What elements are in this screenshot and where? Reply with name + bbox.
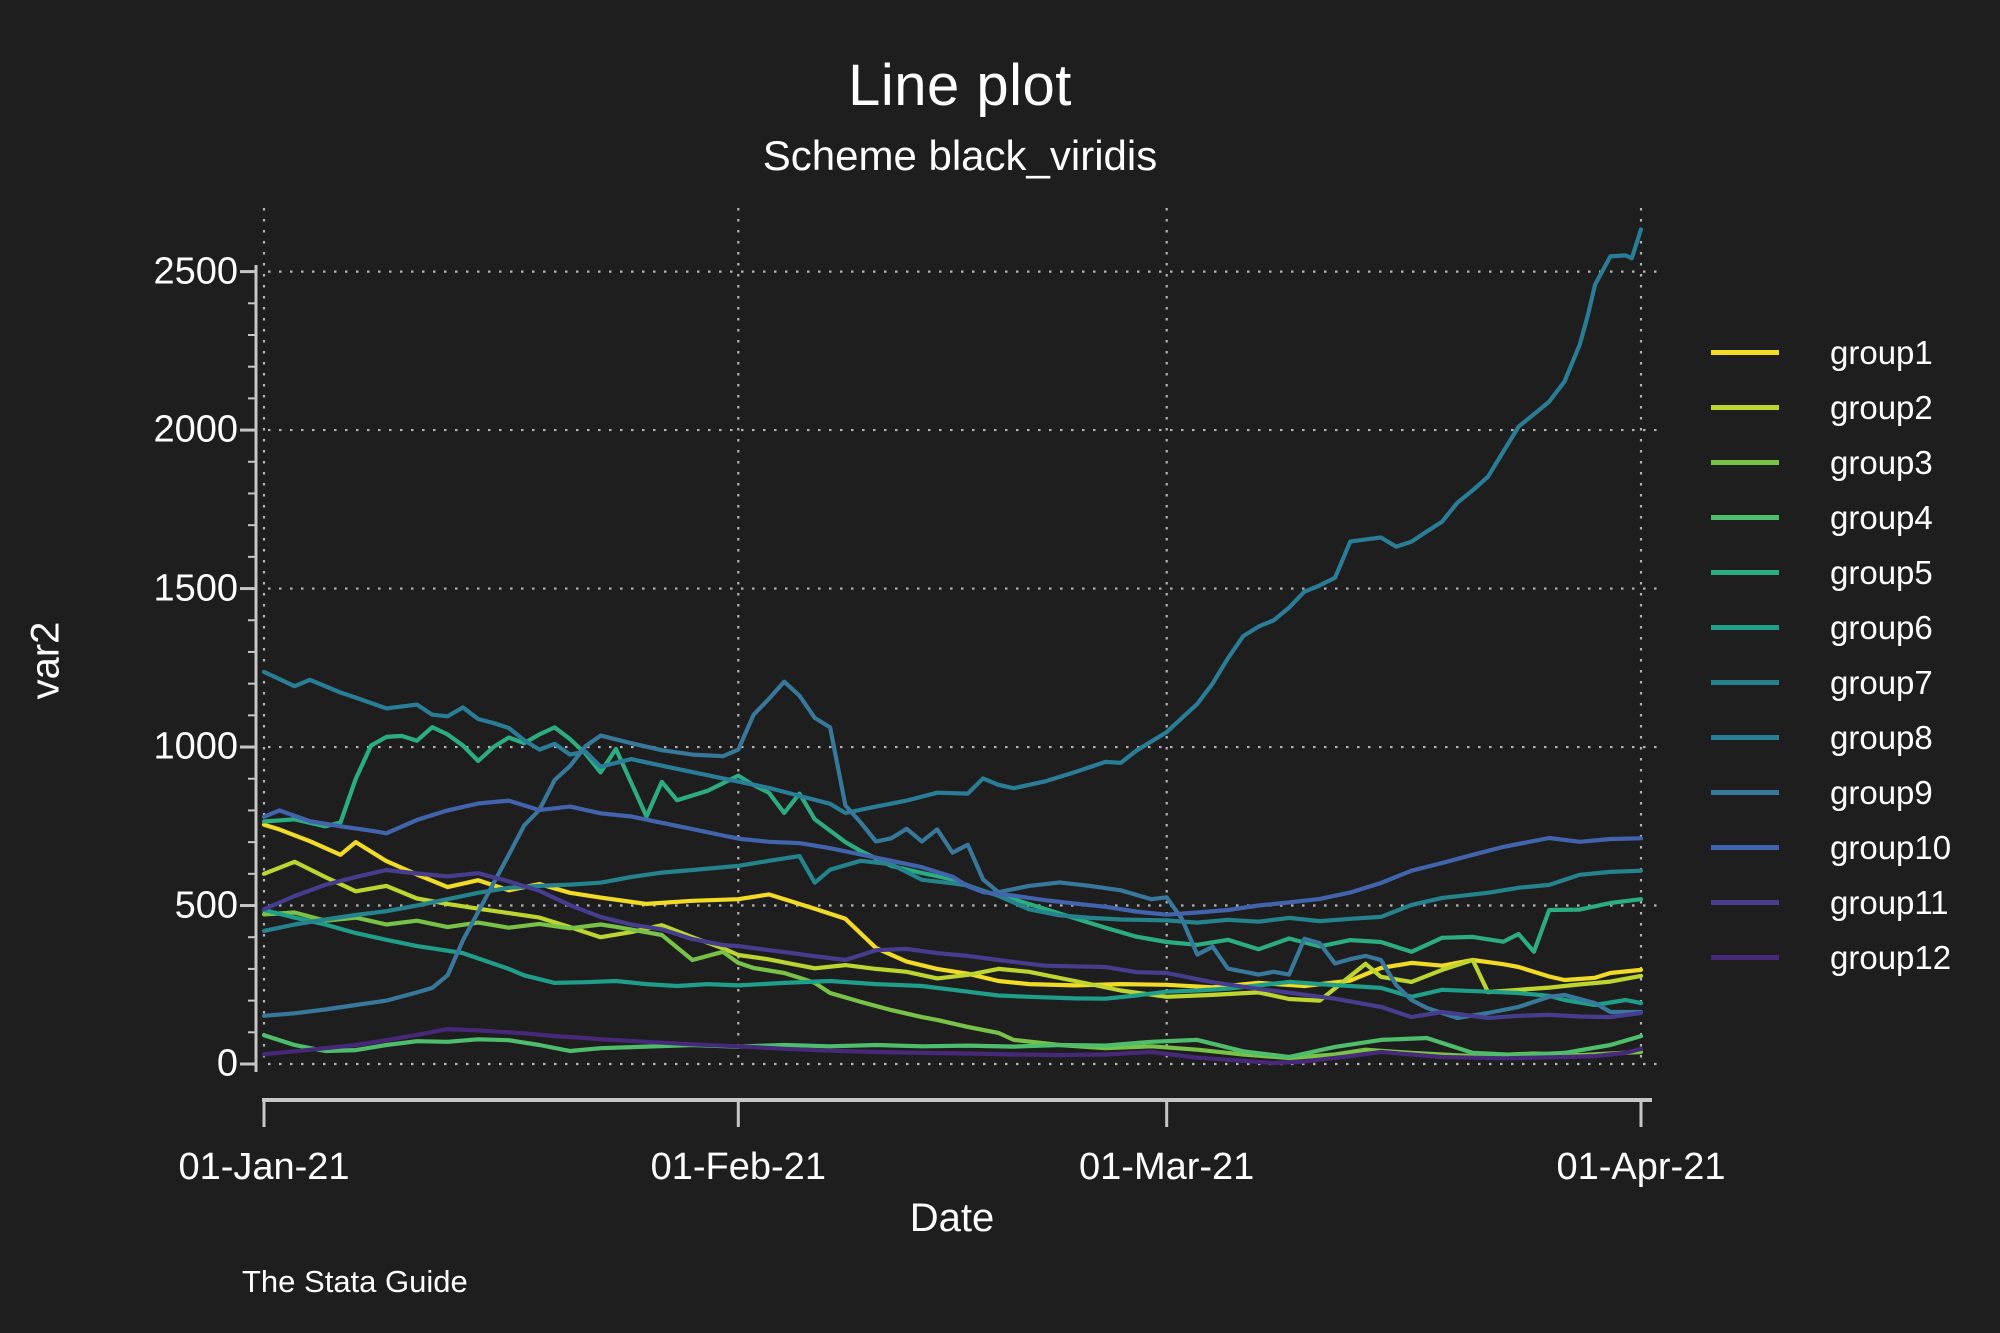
legend-row: group12 <box>1711 930 1991 985</box>
legend-label: group2 <box>1830 388 1933 426</box>
series-line-group3 <box>261 910 1644 1061</box>
legend-row: group4 <box>1711 490 1991 545</box>
legend-swatch-group4 <box>1711 515 1779 520</box>
series-line-group9 <box>261 679 1644 1021</box>
series-line-group10 <box>261 798 1644 917</box>
legend-label: group6 <box>1830 608 1933 646</box>
x-tick-label-apr: 01-Apr-21 <box>1556 1146 1726 1188</box>
series-line-group6 <box>261 907 1644 1008</box>
legend-swatch-group7 <box>1711 680 1779 685</box>
legend-row: group3 <box>1711 435 1991 490</box>
x-axis-title: Date <box>909 1196 995 1240</box>
series-line-group4 <box>261 1033 1644 1060</box>
legend-row: group11 <box>1711 875 1991 930</box>
legend-label: group7 <box>1830 663 1933 701</box>
legend-label: group4 <box>1830 498 1933 536</box>
legend-row: group6 <box>1711 600 1991 655</box>
legend-swatch-group2 <box>1711 405 1779 410</box>
legend-row: group10 <box>1711 820 1991 875</box>
source-caption: The Stata Guide <box>242 1264 468 1299</box>
legend-label: group5 <box>1830 553 1933 591</box>
y-tick-label-2000: 2000 <box>153 408 238 451</box>
legend-row: group7 <box>1711 655 1991 710</box>
series-line-group7 <box>261 853 1644 934</box>
series-line-group8 <box>261 227 1644 816</box>
legend-label: group1 <box>1830 333 1933 371</box>
legend-swatch-group9 <box>1711 790 1779 795</box>
series-line-group11 <box>261 867 1644 1021</box>
x-tick-label-mar: 01-Mar-21 <box>1079 1146 1255 1188</box>
legend-swatch-group5 <box>1711 570 1779 575</box>
x-tick-label-feb: 01-Feb-21 <box>650 1146 826 1188</box>
series-line-group12 <box>261 1026 1644 1066</box>
legend-label: group10 <box>1830 828 1952 866</box>
legend-swatch-group12 <box>1711 955 1779 960</box>
legend-swatch-group3 <box>1711 460 1779 465</box>
x-tick-label-jan: 01-Jan-21 <box>178 1146 350 1188</box>
legend-label: group8 <box>1830 718 1933 756</box>
chart-subtitle: Scheme black_viridis <box>762 132 1158 179</box>
legend-label: group12 <box>1830 938 1952 976</box>
y-tick-label-1500: 1500 <box>153 567 238 610</box>
legend: group1 group2 group3 group4 group5 group… <box>1711 325 1991 985</box>
y-tick-label-2500: 2500 <box>153 250 238 293</box>
legend-row: group5 <box>1711 545 1991 600</box>
series-line-group5 <box>261 724 1644 954</box>
legend-swatch-group11 <box>1711 900 1779 905</box>
y-tick-label-1000: 1000 <box>153 725 238 768</box>
y-tick-label-0: 0 <box>216 1042 238 1085</box>
legend-row: group2 <box>1711 380 1991 435</box>
y-tick-label-500: 500 <box>174 884 238 927</box>
chart-title: Line plot <box>848 53 1072 118</box>
legend-label: group9 <box>1830 773 1933 811</box>
legend-row: group1 <box>1711 325 1991 380</box>
legend-row: group9 <box>1711 765 1991 820</box>
legend-swatch-group8 <box>1711 735 1779 740</box>
legend-row: group8 <box>1711 710 1991 765</box>
legend-swatch-group10 <box>1711 845 1779 850</box>
series-line-group2 <box>261 859 1644 1003</box>
legend-swatch-group6 <box>1711 625 1779 630</box>
legend-label: group3 <box>1830 443 1933 481</box>
legend-swatch-group1 <box>1711 350 1779 355</box>
legend-label: group11 <box>1830 883 1949 921</box>
